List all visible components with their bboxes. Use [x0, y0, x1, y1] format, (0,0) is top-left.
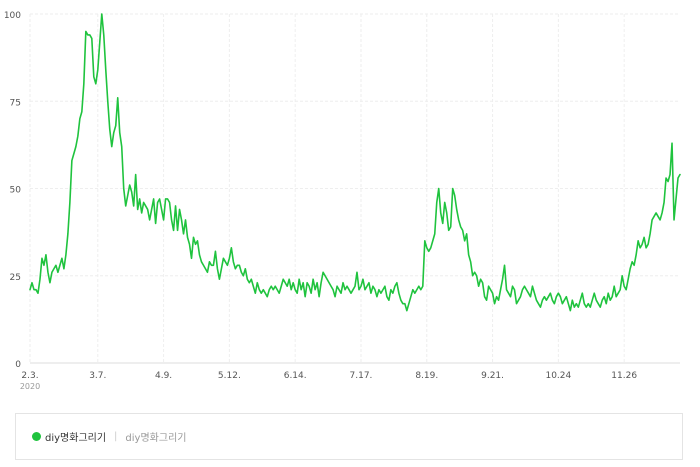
legend-separator: | [114, 431, 118, 442]
x-tick-label: 4.9. [155, 371, 172, 381]
x-tick-label: 3.7. [89, 371, 106, 381]
grid-lines [29, 13, 680, 364]
x-tick-label: 2.3. [21, 371, 38, 381]
y-tick-label: 0 [15, 360, 21, 370]
x-tick-label: 8.19. [415, 371, 438, 381]
legend-item-primary[interactable]: diy명화그리기 [32, 429, 106, 444]
x-tick-label: 6.14. [284, 371, 307, 381]
x-tick-sublabel: 2020 [20, 382, 40, 391]
x-tick-label: 7.17. [350, 371, 373, 381]
legend: diy명화그리기 | diy명화그리기 [15, 413, 683, 460]
series-line [29, 13, 681, 312]
x-tick-label: 11.26 [611, 371, 637, 381]
line-chart: 0 25 50 75 100 2.3.2020 3.7. 4.9. 5.12. 6.14. 7.1… [4, 11, 681, 391]
y-tick-label: 100 [4, 11, 21, 21]
y-tick-label: 75 [10, 98, 21, 108]
legend-label-secondary[interactable]: diy명화그리기 [125, 433, 187, 444]
x-tick-label: 9.21. [481, 371, 504, 381]
legend-dot-icon [32, 432, 41, 441]
legend-label-primary: diy명화그리기 [45, 433, 107, 444]
x-axis: 2.3.2020 3.7. 4.9. 5.12. 6.14. 7.17. 8.19. 9.21… [20, 371, 638, 391]
y-tick-label: 25 [10, 273, 21, 283]
y-tick-label: 50 [10, 186, 22, 196]
y-axis: 0 25 50 75 100 [4, 11, 21, 370]
series-layer [29, 13, 681, 312]
x-tick-label: 10.24 [545, 371, 571, 381]
x-tick-label: 5.12. [218, 371, 241, 381]
